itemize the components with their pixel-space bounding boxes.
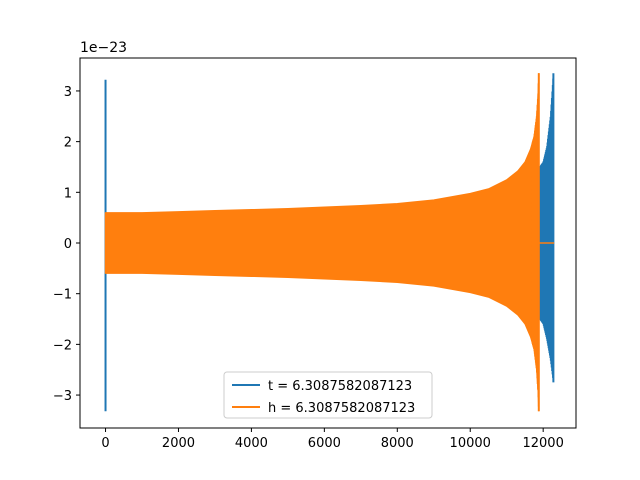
x-tick-label: 0 bbox=[101, 436, 109, 451]
y-tick-label: −1 bbox=[53, 288, 72, 303]
x-tick-label: 12000 bbox=[522, 436, 563, 451]
y-offset-label: 1e−23 bbox=[80, 40, 127, 56]
series-layer bbox=[104, 73, 555, 412]
y-axis: −3 −2 −1 0 1 2 3 bbox=[53, 85, 80, 404]
x-tick-label: 10000 bbox=[450, 436, 491, 451]
x-tick-label: 6000 bbox=[308, 436, 341, 451]
y-tick-label: 0 bbox=[64, 237, 72, 252]
legend-label-h: h = 6.3087582087123 bbox=[268, 401, 415, 416]
y-tick-label: −3 bbox=[53, 389, 72, 404]
legend: t = 6.3087582087123 h = 6.3087582087123 bbox=[223, 371, 433, 419]
y-tick-label: −2 bbox=[53, 338, 72, 353]
x-tick-label: 8000 bbox=[381, 436, 414, 451]
y-tick-label: 3 bbox=[64, 85, 72, 100]
series-h-merger bbox=[531, 73, 540, 407]
x-axis: 0 2000 4000 6000 8000 10000 12000 bbox=[101, 428, 564, 451]
x-tick-label: 4000 bbox=[235, 436, 268, 451]
x-tick-label: 2000 bbox=[162, 436, 195, 451]
legend-label-t: t = 6.3087582087123 bbox=[268, 379, 412, 394]
y-tick-label: 2 bbox=[64, 136, 72, 151]
y-tick-label: 1 bbox=[64, 186, 72, 201]
legend-box bbox=[223, 371, 433, 419]
